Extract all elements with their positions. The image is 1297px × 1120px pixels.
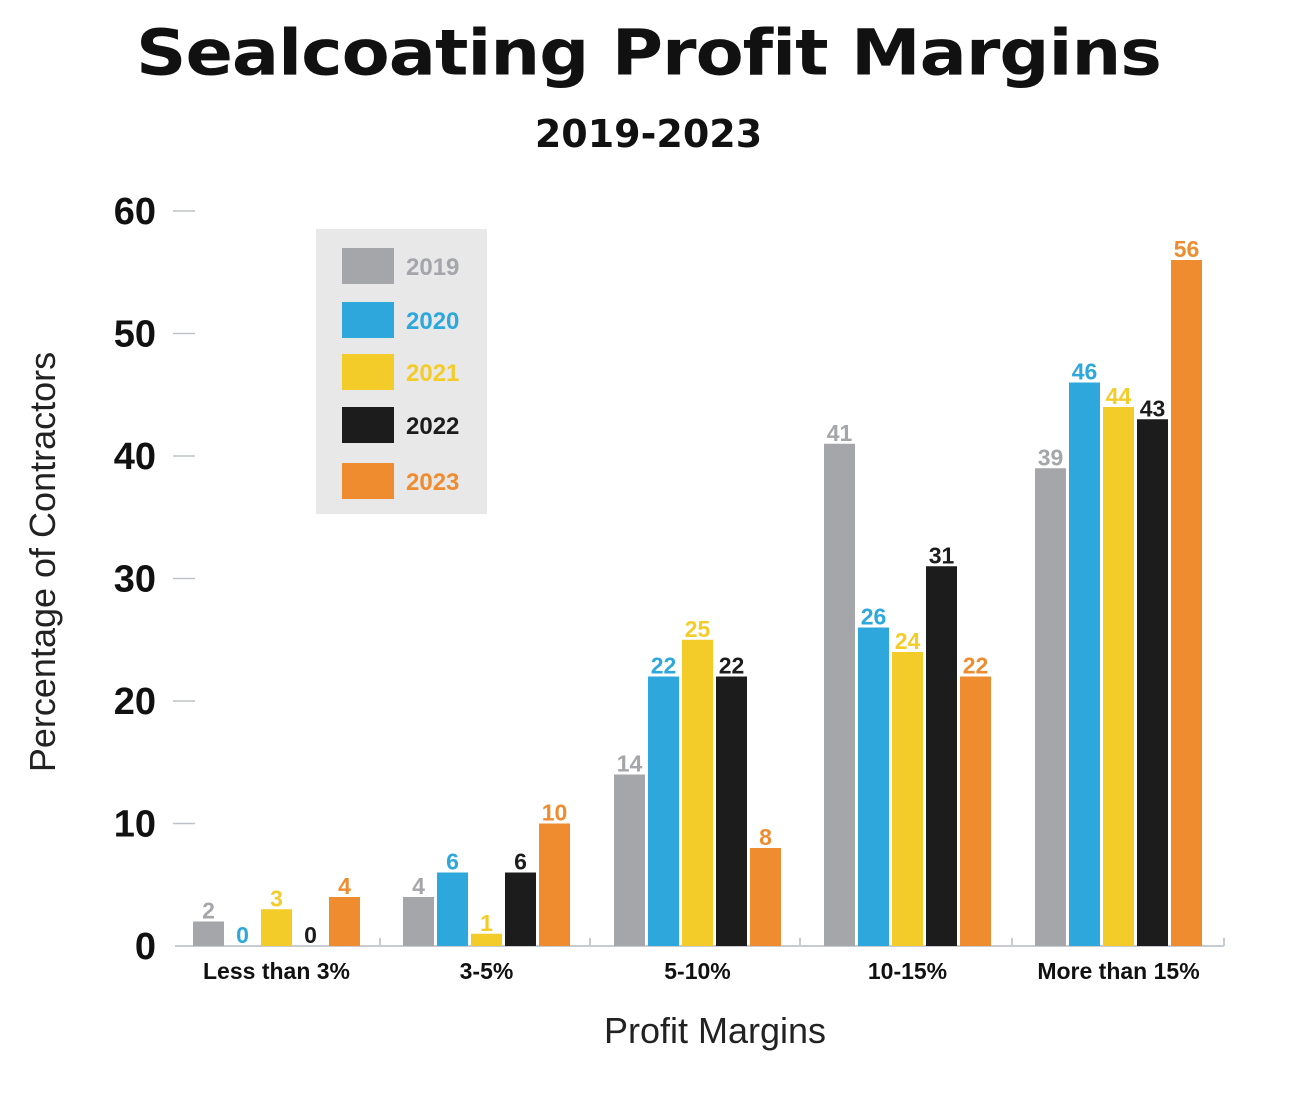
bar-2021 <box>261 909 292 946</box>
bar-2022 <box>505 872 536 946</box>
data-label-2021: 1 <box>480 910 493 936</box>
legend-label-2022: 2022 <box>406 413 459 440</box>
bar-2021 <box>471 933 502 946</box>
y-tick-label: 10 <box>114 804 156 846</box>
x-tick-label: 5-10% <box>664 958 730 984</box>
data-label-2020: 22 <box>651 653 677 679</box>
bar-2022 <box>716 676 747 946</box>
data-label-2019: 2 <box>202 898 215 924</box>
data-label-2021: 25 <box>685 616 711 642</box>
legend-swatch-2023 <box>342 463 394 499</box>
data-label-2022: 43 <box>1140 395 1166 421</box>
data-label-2021: 3 <box>270 885 283 911</box>
bar-2019 <box>193 921 224 946</box>
legend-label-2020: 2020 <box>406 308 459 335</box>
data-label-2023: 10 <box>542 800 568 826</box>
data-label-2023: 8 <box>759 824 772 850</box>
bar-2022 <box>926 566 957 946</box>
chart-subtitle: 2019-2023 <box>534 112 763 156</box>
y-tick-label: 40 <box>114 436 156 478</box>
y-tick-label: 60 <box>114 191 156 233</box>
legend-swatch-2021 <box>342 354 394 390</box>
bar-2023 <box>329 897 360 946</box>
data-label-2022: 31 <box>929 542 955 568</box>
bar-2023 <box>960 676 991 946</box>
y-axis-title: Percentage of Contractors <box>22 352 63 772</box>
data-label-2022: 0 <box>304 922 317 948</box>
data-label-2020: 46 <box>1072 359 1098 385</box>
legend-swatch-2022 <box>342 407 394 443</box>
bar-2023 <box>750 848 781 946</box>
legend-box <box>316 229 487 514</box>
data-label-2022: 22 <box>719 653 745 679</box>
bar-2023 <box>1171 260 1202 946</box>
legend-label-2023: 2023 <box>406 469 459 496</box>
bar-2021 <box>682 639 713 946</box>
bar-2020 <box>437 872 468 946</box>
x-tick-label: 3-5% <box>460 958 514 984</box>
legend-label-2021: 2021 <box>406 360 459 387</box>
y-tick-label: 30 <box>114 559 156 601</box>
data-label-2022: 6 <box>514 849 527 875</box>
data-label-2023: 22 <box>963 653 989 679</box>
bar-2023 <box>539 823 570 946</box>
x-tick-label: Less than 3% <box>203 958 350 984</box>
data-label-2020: 26 <box>861 604 887 630</box>
data-label-2023: 4 <box>338 873 351 899</box>
x-axis-title: Profit Margins <box>604 1010 826 1051</box>
data-label-2020: 0 <box>236 922 249 948</box>
data-label-2019: 4 <box>412 873 425 899</box>
data-label-2019: 41 <box>827 420 853 446</box>
bar-2019 <box>824 443 855 946</box>
bar-2019 <box>403 897 434 946</box>
bar-2019 <box>1035 468 1066 946</box>
x-tick-label: More than 15% <box>1037 958 1199 984</box>
bar-2020 <box>858 627 889 946</box>
data-label-2021: 24 <box>895 628 921 654</box>
bar-2021 <box>1103 407 1134 946</box>
chart-title: Sealcoating Profit Margins <box>136 16 1162 90</box>
y-tick-label: 20 <box>114 681 156 723</box>
data-label-2020: 6 <box>446 849 459 875</box>
bar-2019 <box>614 774 645 946</box>
legend-swatch-2020 <box>342 302 394 338</box>
legend-label-2019: 2019 <box>406 254 459 281</box>
x-tick-label: 10-15% <box>868 958 947 984</box>
data-label-2019: 39 <box>1038 444 1064 470</box>
bar-2021 <box>892 652 923 946</box>
y-tick-label: 0 <box>135 926 156 968</box>
y-tick-label: 50 <box>114 314 156 356</box>
bar-2020 <box>648 676 679 946</box>
bar-2022 <box>1137 419 1168 946</box>
bar-2020 <box>1069 382 1100 946</box>
data-label-2021: 44 <box>1106 383 1132 409</box>
data-label-2019: 14 <box>617 751 643 777</box>
legend-swatch-2019 <box>342 248 394 284</box>
data-label-2023: 56 <box>1174 236 1200 262</box>
